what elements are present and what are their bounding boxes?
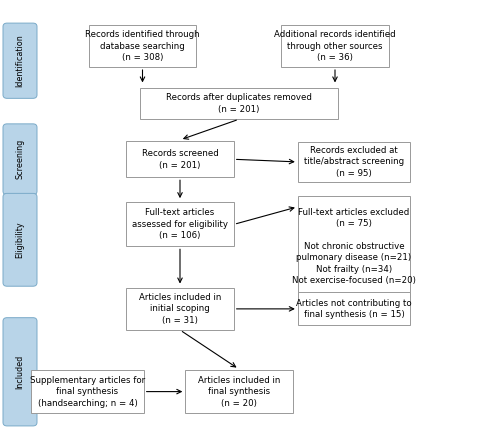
Text: Included: Included [16,355,24,389]
Text: Eligibility: Eligibility [16,221,24,258]
FancyBboxPatch shape [298,196,410,297]
FancyBboxPatch shape [3,318,37,426]
Text: Full-text articles excluded
(n = 75)

Not chronic obstructive
pulmonary disease : Full-text articles excluded (n = 75) Not… [292,208,416,285]
Text: Records after duplicates removed
(n = 201): Records after duplicates removed (n = 20… [166,93,312,114]
FancyBboxPatch shape [298,142,410,182]
FancyBboxPatch shape [126,288,234,330]
Text: Identification: Identification [16,34,24,87]
Text: Articles included in
final synthesis
(n = 20): Articles included in final synthesis (n … [198,376,280,407]
FancyBboxPatch shape [3,194,37,286]
Text: Records screened
(n = 201): Records screened (n = 201) [142,149,218,169]
Text: Articles included in
initial scoping
(n = 31): Articles included in initial scoping (n … [139,293,221,325]
Text: Screening: Screening [16,139,24,180]
Text: Articles not contributing to
final synthesis (n = 15): Articles not contributing to final synth… [296,299,412,319]
FancyBboxPatch shape [89,25,196,67]
FancyBboxPatch shape [3,124,37,194]
Text: Supplementary articles for
final synthesis
(handsearching; n = 4): Supplementary articles for final synthes… [30,376,145,407]
Text: Full-text articles
assessed for eligibility
(n = 106): Full-text articles assessed for eligibil… [132,209,228,240]
Text: Additional records identified
through other sources
(n = 36): Additional records identified through ot… [274,30,396,62]
FancyBboxPatch shape [281,25,389,67]
FancyBboxPatch shape [31,370,144,413]
FancyBboxPatch shape [140,88,338,119]
FancyBboxPatch shape [126,202,234,246]
FancyBboxPatch shape [126,141,234,177]
FancyBboxPatch shape [185,370,293,413]
Text: Records identified through
database searching
(n = 308): Records identified through database sear… [85,30,200,62]
FancyBboxPatch shape [298,292,410,326]
Text: Records excluded at
title/abstract screening
(n = 95): Records excluded at title/abstract scree… [304,146,404,178]
FancyBboxPatch shape [3,23,37,99]
